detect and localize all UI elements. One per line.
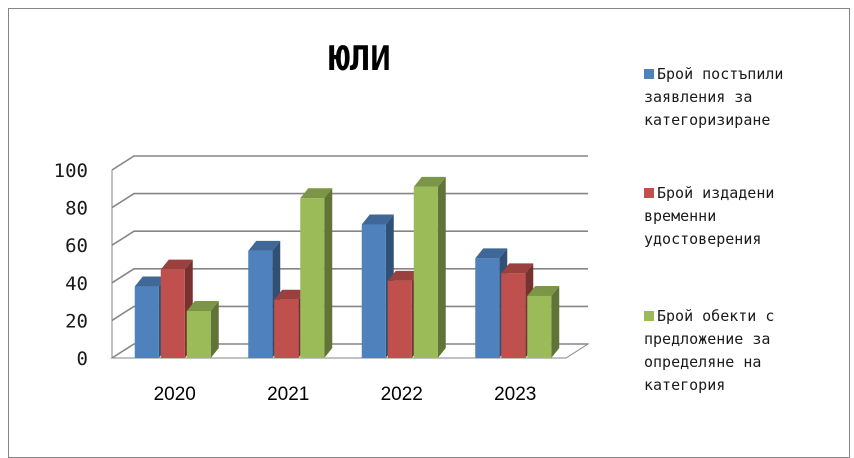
bar: [186, 301, 219, 358]
bar: [413, 176, 446, 358]
y-tick-label: 60: [65, 235, 88, 257]
bar-top: [300, 188, 333, 199]
bars-layer: [134, 176, 560, 358]
bar-front: [361, 224, 386, 358]
bar-front: [501, 273, 526, 358]
bar-front: [274, 299, 299, 358]
bar-top: [387, 270, 420, 281]
bar-side: [551, 285, 560, 358]
y-tick-label: 0: [77, 348, 88, 370]
bar-top: [186, 301, 219, 311]
bar-front: [387, 280, 412, 358]
x-tick-label: 2022: [381, 384, 423, 405]
y-tick-label: 40: [65, 273, 88, 295]
bar-top: [248, 240, 281, 251]
bar-top: [134, 276, 167, 287]
bar-side: [437, 176, 446, 358]
bar-top: [361, 214, 394, 225]
gridline: [111, 155, 588, 171]
bar-top: [413, 176, 446, 187]
bar-top: [274, 289, 307, 300]
legend-label: Брой издадени временни удостоверения: [644, 184, 774, 248]
y-tick-label: 80: [65, 198, 88, 220]
legend: Брой постъпили заявления за категоризиране…: [644, 65, 783, 394]
legend-label: Брой обекти с предложение за определяне на…: [644, 307, 774, 394]
bar-front: [300, 198, 325, 358]
legend-item: Брой постъпили заявления за категоризиране: [644, 65, 783, 129]
axis-layer: 0 20 40 60 80 100 2020 2021 2022 2023: [54, 160, 537, 405]
bar: [160, 259, 193, 358]
bar-front: [186, 311, 211, 358]
x-tick-label: 2021: [267, 384, 309, 405]
bar-side: [210, 301, 219, 358]
legend-label: Брой постъпили заявления за категоризиране: [644, 65, 783, 129]
bar-top: [160, 259, 193, 270]
bar-front: [413, 186, 438, 358]
chart-title: ЮЛИ: [329, 39, 390, 79]
legend-swatch: [644, 188, 654, 198]
x-tick-label: 2020: [154, 384, 196, 405]
bar-top: [475, 248, 508, 259]
legend-swatch: [644, 69, 654, 79]
x-tick-label: 2023: [494, 384, 536, 405]
plot-back-wall: [134, 156, 588, 344]
bar-side: [324, 188, 333, 358]
bar-front: [248, 250, 273, 358]
bar-front: [527, 295, 552, 358]
bar-front: [134, 286, 159, 358]
bar-front: [160, 269, 185, 358]
bar-top: [501, 263, 534, 274]
bar: [300, 188, 333, 358]
legend-item: Брой издадени временни удостоверения: [644, 184, 774, 248]
bar-chart: 0 20 40 60 80 100 2020 2021 2022 2023 ЮЛИ Брой по…: [54, 39, 784, 405]
y-tick-label: 100: [54, 160, 88, 182]
bar-front: [475, 258, 500, 358]
bar-top: [527, 285, 560, 296]
bar: [527, 285, 560, 358]
legend-item: Брой обекти с предложение за определяне на…: [644, 307, 774, 394]
legend-swatch: [644, 311, 654, 321]
y-tick-label: 20: [65, 310, 88, 332]
